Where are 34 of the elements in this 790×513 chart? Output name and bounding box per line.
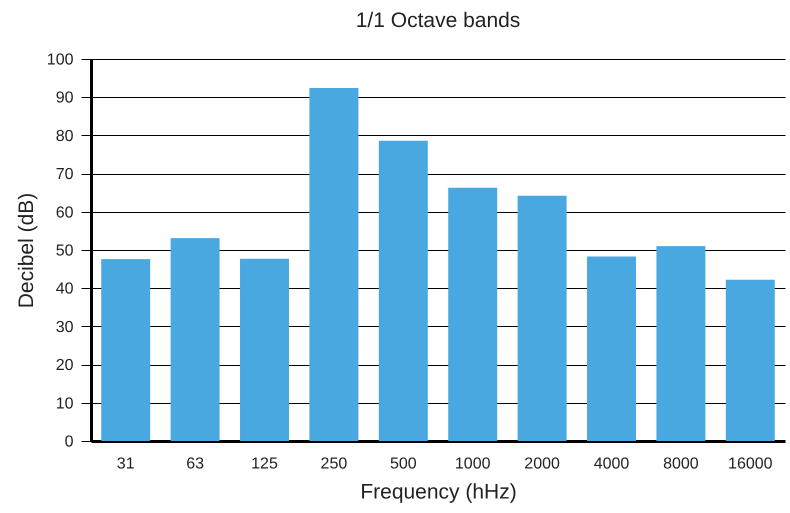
- x-tick-label: 250: [320, 456, 348, 472]
- x-tick-label: 125: [251, 456, 278, 472]
- bar: [309, 88, 358, 441]
- y-tick-label: 20: [56, 357, 74, 374]
- bar: [518, 196, 567, 441]
- y-tick-label: 80: [56, 128, 74, 145]
- bar: [378, 140, 428, 441]
- x-tick-label: 1000: [454, 456, 491, 472]
- y-axis-title: Decibel (dB): [14, 192, 38, 308]
- x-tick-label: 8000: [663, 456, 699, 472]
- chart-title: 1/1 Octave bands: [356, 9, 520, 32]
- bar: [170, 238, 220, 441]
- x-tick-label: 500: [390, 456, 417, 472]
- x-tick-label: 16000: [728, 456, 773, 472]
- x-tick-label: 31: [116, 456, 135, 472]
- y-tick-label: 70: [56, 166, 74, 184]
- x-axis-title: Frequency (hHz): [360, 480, 517, 504]
- bar: [656, 246, 706, 441]
- y-tick-label: 60: [56, 204, 74, 222]
- bar: [101, 259, 150, 441]
- bar: [240, 258, 289, 441]
- x-tick-label: 4000: [594, 456, 630, 472]
- bar: [448, 188, 498, 441]
- y-tick-label: 0: [64, 434, 74, 450]
- y-tick-label: 50: [56, 242, 74, 260]
- y-tick-label: 40: [56, 280, 74, 298]
- y-tick-label: 10: [56, 395, 74, 412]
- x-tick-label: 63: [186, 456, 204, 472]
- bar: [587, 256, 636, 441]
- y-tick-label: 90: [56, 90, 74, 107]
- bar: [726, 280, 775, 441]
- y-tick-label: 100: [46, 52, 74, 68]
- y-tick-label: 30: [56, 318, 74, 336]
- x-tick-label: 2000: [524, 456, 560, 472]
